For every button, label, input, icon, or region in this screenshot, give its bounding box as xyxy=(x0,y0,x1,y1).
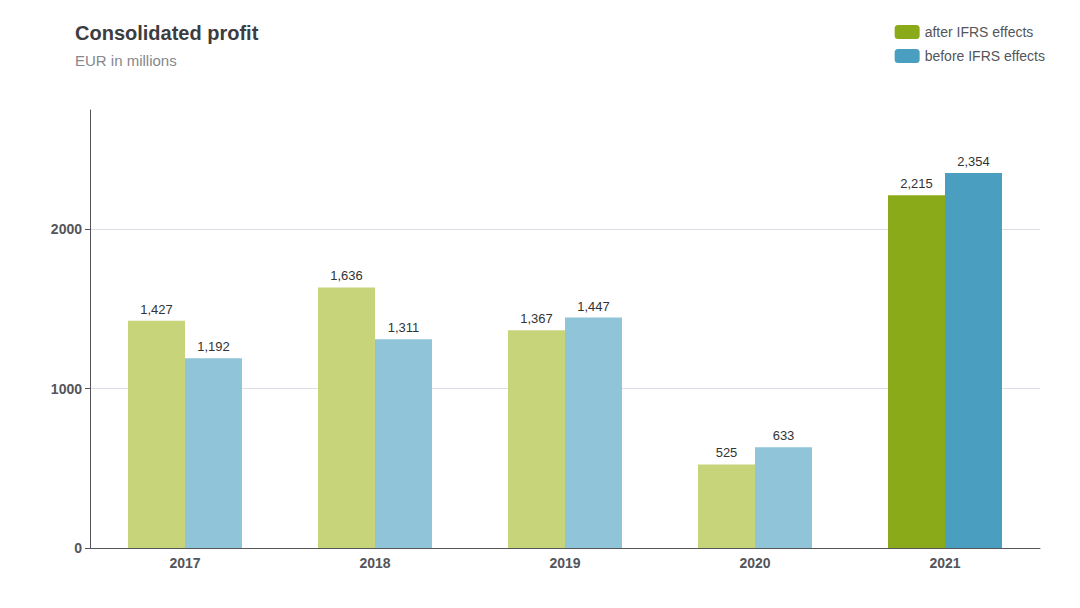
svg-text:Consolidated profit: Consolidated profit xyxy=(75,22,259,44)
svg-text:633: 633 xyxy=(773,428,795,443)
svg-text:2,215: 2,215 xyxy=(900,176,933,191)
svg-text:EUR in millions: EUR in millions xyxy=(75,52,177,69)
svg-text:1,192: 1,192 xyxy=(197,339,230,354)
svg-text:1,427: 1,427 xyxy=(140,302,173,317)
svg-text:2000: 2000 xyxy=(51,221,82,237)
svg-text:1000: 1000 xyxy=(51,381,82,397)
svg-text:2017: 2017 xyxy=(169,555,200,571)
svg-text:1,311: 1,311 xyxy=(388,320,420,335)
svg-text:1,447: 1,447 xyxy=(577,299,610,314)
svg-text:after IFRS effects: after IFRS effects xyxy=(925,24,1034,40)
svg-text:1,636: 1,636 xyxy=(330,268,363,283)
svg-text:1,367: 1,367 xyxy=(520,311,553,326)
svg-text:0: 0 xyxy=(74,540,82,556)
svg-text:2018: 2018 xyxy=(359,555,390,571)
svg-text:before IFRS effects: before IFRS effects xyxy=(925,48,1045,64)
svg-text:2020: 2020 xyxy=(739,555,770,571)
svg-text:2,354: 2,354 xyxy=(957,154,990,169)
svg-text:525: 525 xyxy=(716,445,738,460)
svg-text:2019: 2019 xyxy=(549,555,580,571)
svg-text:2021: 2021 xyxy=(929,555,960,571)
